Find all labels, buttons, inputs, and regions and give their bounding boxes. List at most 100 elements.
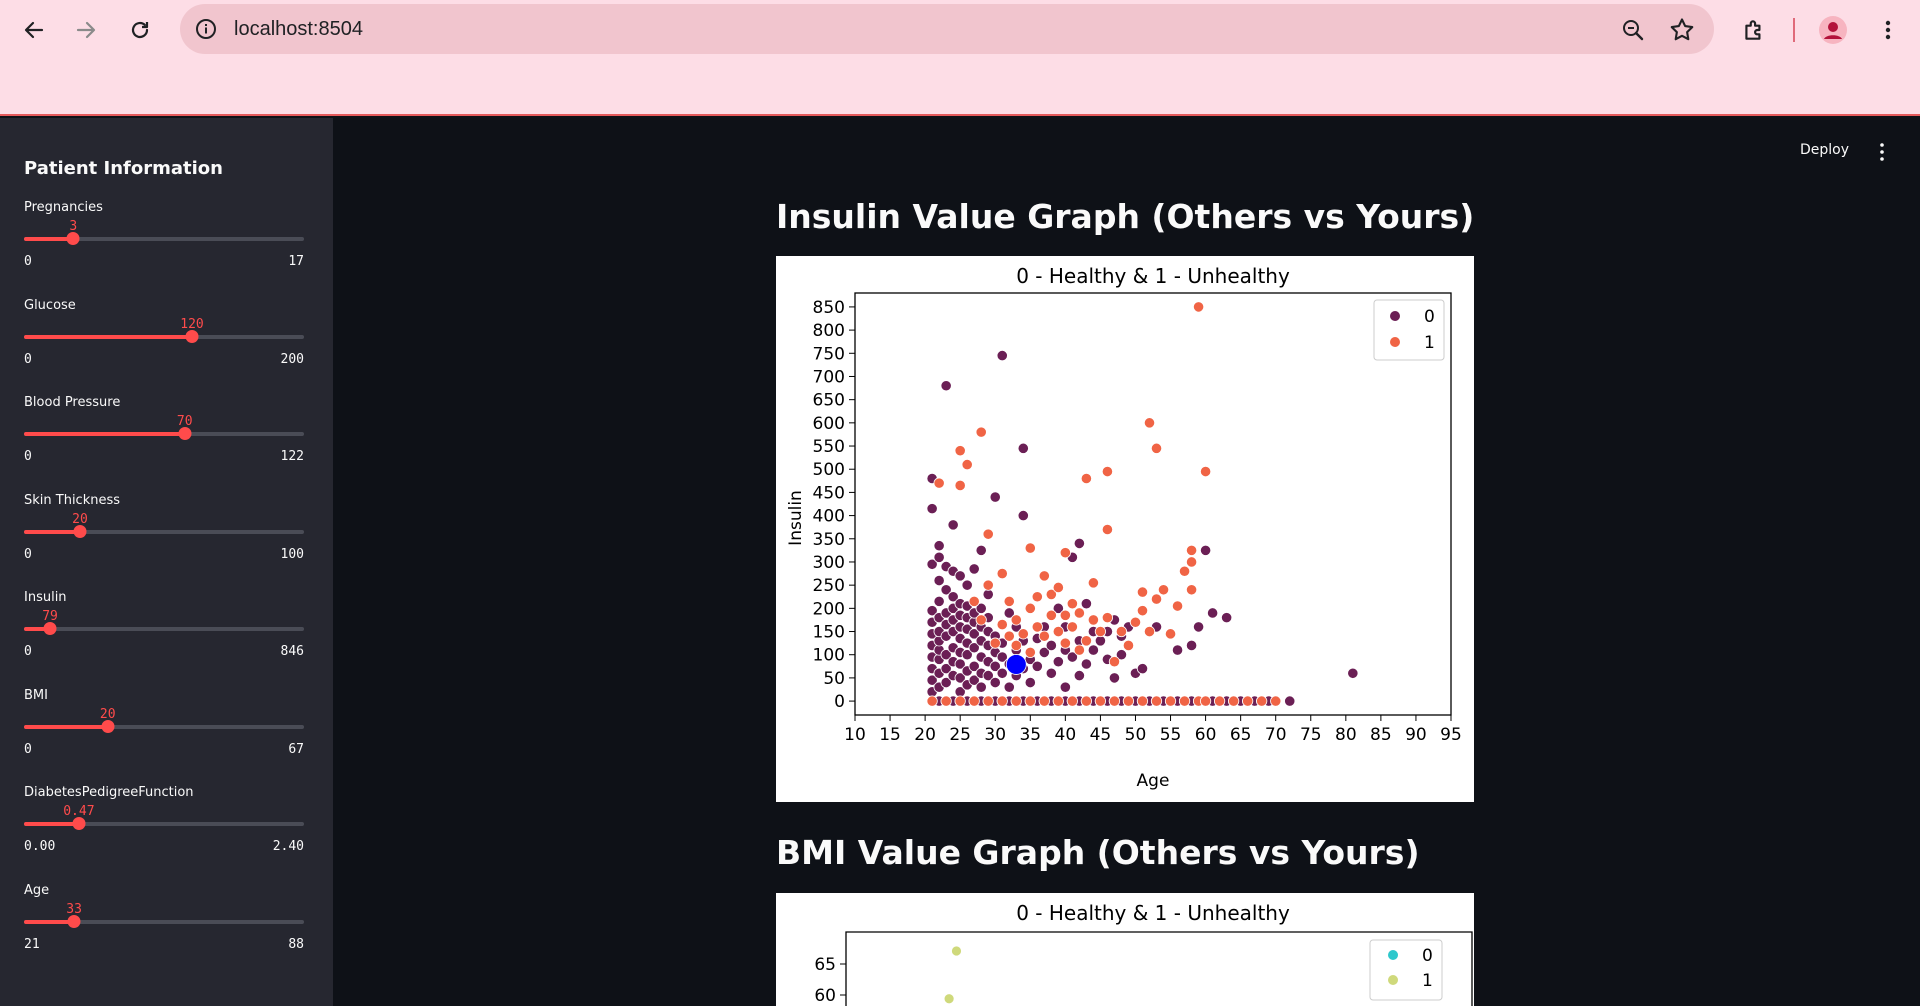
data-point-class-0 bbox=[1108, 672, 1121, 684]
data-point-class-1 bbox=[1066, 621, 1078, 633]
data-point-class-1 bbox=[1185, 556, 1198, 568]
data-point-class-1 bbox=[1242, 695, 1254, 707]
slider-min: 21 bbox=[24, 937, 40, 952]
data-point-class-1 bbox=[1185, 544, 1198, 556]
insulin-graph-heading: Insulin Value Graph (Others vs Yours) bbox=[776, 197, 1475, 236]
zoom-icon[interactable] bbox=[1620, 17, 1646, 43]
y-tick-label: 750 bbox=[813, 344, 845, 364]
slider-bmi[interactable]: BMI 20 0 67 bbox=[24, 688, 304, 778]
data-point-class-1 bbox=[1094, 695, 1107, 707]
slider-max: 846 bbox=[280, 644, 304, 659]
bookmark-star-icon[interactable] bbox=[1668, 16, 1696, 44]
data-point-class-1 bbox=[1080, 635, 1092, 647]
data-point-class-1 bbox=[1171, 600, 1184, 612]
data-point-class-0 bbox=[947, 591, 959, 603]
x-tick-label: 45 bbox=[1090, 725, 1112, 745]
data-point-class-0 bbox=[1038, 646, 1050, 658]
site-info-icon[interactable] bbox=[194, 17, 218, 41]
kebab-menu-icon[interactable] bbox=[1874, 142, 1890, 162]
slider-thumb[interactable] bbox=[66, 232, 80, 245]
extensions-icon[interactable] bbox=[1736, 12, 1772, 48]
slider-blood-pressure[interactable]: Blood Pressure 70 0 122 bbox=[24, 395, 304, 485]
data-point-class-1 bbox=[1024, 602, 1036, 614]
data-point-class-1 bbox=[933, 477, 945, 489]
data-point-class-0 bbox=[1017, 509, 1029, 522]
data-point-class-0 bbox=[975, 544, 987, 556]
slider-age[interactable]: Age 33 21 88 bbox=[24, 883, 304, 973]
data-point-class-1 bbox=[1010, 614, 1022, 626]
legend-entry: 0 bbox=[1424, 307, 1435, 327]
data-point-class-1 bbox=[926, 695, 938, 707]
slider-thumb[interactable] bbox=[73, 525, 87, 538]
data-point-class-0 bbox=[975, 602, 987, 614]
slider-track[interactable] bbox=[24, 817, 304, 830]
data-point-class-1 bbox=[975, 614, 987, 626]
slider-track[interactable] bbox=[24, 232, 304, 245]
slider-skin-thickness[interactable]: Skin Thickness 20 0 100 bbox=[24, 493, 304, 583]
slider-pregnancies[interactable]: Pregnancies 3 0 17 bbox=[24, 200, 304, 290]
data-point-class-1 bbox=[1038, 630, 1050, 642]
data-point-class-1 bbox=[1052, 581, 1064, 594]
slider-track[interactable] bbox=[24, 427, 304, 440]
sidebar-title: Patient Information bbox=[24, 158, 223, 179]
data-point-class-0 bbox=[1185, 639, 1198, 652]
slider-thumb[interactable] bbox=[72, 817, 86, 830]
slider-fill bbox=[24, 920, 75, 924]
sidebar: Patient Information Pregnancies 3 0 17 G… bbox=[0, 118, 333, 1006]
forward-arrow-icon[interactable] bbox=[68, 12, 104, 48]
deploy-button[interactable]: Deploy bbox=[1800, 142, 1850, 158]
profile-avatar-icon[interactable] bbox=[1815, 12, 1851, 48]
chart-title: 0 - Healthy & 1 - Unhealthy bbox=[1016, 901, 1290, 925]
data-point-class-1 bbox=[968, 695, 980, 707]
data-point-class-1 bbox=[1122, 639, 1135, 652]
slider-track[interactable] bbox=[24, 622, 304, 635]
slider-glucose[interactable]: Glucose 120 0 200 bbox=[24, 298, 304, 388]
data-point-class-1 bbox=[1136, 605, 1149, 617]
data-point-class-1 bbox=[1045, 588, 1057, 601]
data-point-class-0 bbox=[1347, 667, 1359, 679]
slider-fill bbox=[24, 432, 185, 436]
slider-max: 67 bbox=[288, 742, 304, 757]
data-point-class-1 bbox=[996, 567, 1008, 580]
x-tick-label: 25 bbox=[949, 725, 971, 745]
data-point-class-1 bbox=[1143, 417, 1156, 429]
x-tick-label: 20 bbox=[914, 725, 936, 745]
slider-track[interactable] bbox=[24, 525, 304, 538]
data-point-class-1 bbox=[1228, 695, 1240, 707]
slider-thumb[interactable] bbox=[43, 622, 57, 635]
slider-min: 0 bbox=[24, 254, 32, 269]
slider-value: 0.47 bbox=[63, 804, 95, 819]
y-tick-label: 850 bbox=[813, 298, 845, 318]
x-tick-label: 55 bbox=[1160, 725, 1182, 745]
slider-thumb[interactable] bbox=[185, 330, 199, 343]
data-point-class-1 bbox=[1031, 591, 1043, 603]
data-point-class-1 bbox=[1094, 625, 1107, 638]
data-point-class-0 bbox=[968, 642, 980, 654]
slider-track[interactable] bbox=[24, 330, 304, 343]
slider-thumb[interactable] bbox=[67, 915, 81, 928]
insulin-scatter-plot: 0 - Healthy & 1 - Unhealthy 10 15 20 25 30 35… bbox=[786, 264, 1462, 791]
browser-menu-icon[interactable] bbox=[1870, 12, 1906, 48]
slider-thumb[interactable] bbox=[178, 427, 192, 440]
address-bar[interactable]: localhost:8504 bbox=[180, 4, 1714, 54]
data-point-class-0 bbox=[968, 628, 980, 640]
data-point-class-0 bbox=[1066, 651, 1078, 663]
x-tick-label: 35 bbox=[1019, 725, 1041, 745]
data-point-class-0 bbox=[1031, 660, 1043, 672]
data-point-class-0 bbox=[1094, 635, 1107, 647]
data-point-class-1 bbox=[1017, 628, 1029, 640]
data-point-class-0 bbox=[975, 681, 987, 693]
data-point-class-1 bbox=[1178, 695, 1191, 707]
back-arrow-icon[interactable] bbox=[16, 12, 52, 48]
data-point-class-0 bbox=[989, 660, 1001, 672]
data-point-class-0 bbox=[1045, 667, 1057, 679]
data-point-class-0 bbox=[940, 663, 952, 675]
slider-insulin[interactable]: Insulin 79 0 846 bbox=[24, 590, 304, 680]
slider-track[interactable] bbox=[24, 720, 304, 733]
y-tick-label: 350 bbox=[813, 530, 845, 550]
slider-value: 120 bbox=[180, 317, 204, 332]
reload-icon[interactable] bbox=[122, 12, 158, 48]
slider-thumb[interactable] bbox=[101, 720, 115, 733]
slider-track[interactable] bbox=[24, 915, 304, 928]
slider-diabetes-pedigree[interactable]: DiabetesPedigreeFunction 0.47 0.00 2.40 bbox=[24, 785, 304, 875]
